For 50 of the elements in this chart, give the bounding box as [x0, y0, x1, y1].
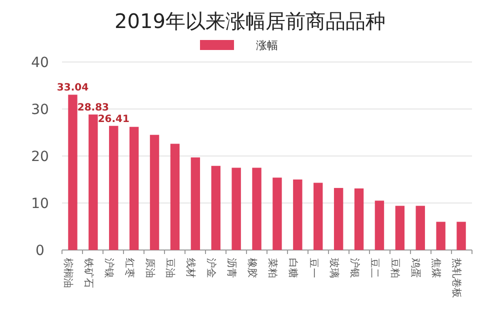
bar	[293, 180, 302, 250]
x-tick-label: 鸡蛋	[410, 257, 422, 278]
bar	[211, 166, 220, 250]
bar	[374, 200, 384, 250]
y-tick-label: 20	[31, 149, 49, 165]
bar	[232, 168, 241, 250]
data-label: 26.41	[98, 114, 130, 125]
bar	[252, 168, 262, 250]
y-tick-label: 10	[31, 196, 49, 212]
x-tick-label: 沪金	[205, 258, 218, 278]
bar	[150, 134, 160, 250]
bar	[170, 144, 180, 250]
x-tick-label: 原油	[144, 258, 156, 278]
x-tick-label: 铁矿石	[82, 257, 94, 288]
x-tick-label: 焦煤	[430, 258, 442, 278]
bar	[68, 94, 78, 250]
y-tick-label: 30	[31, 102, 49, 118]
x-tick-label: 白糖	[286, 258, 299, 278]
x-tick-label: 沪银	[348, 258, 360, 278]
legend-label: 涨幅	[256, 39, 278, 52]
y-tick-label: 0	[36, 243, 44, 259]
x-tick-label: 棕榈油	[62, 258, 74, 288]
chart-title: 2019年以来涨幅居前商品品种	[114, 9, 386, 33]
x-tick-label: 线材	[184, 258, 197, 278]
x-tick-label: 豆粕	[389, 258, 400, 278]
y-tick-label: 40	[31, 55, 49, 71]
x-tick-label: 豆一	[307, 258, 318, 278]
bar	[314, 182, 323, 250]
x-tick-label: 红枣	[123, 258, 136, 278]
bar	[334, 188, 344, 250]
bar	[436, 222, 446, 250]
bar	[416, 206, 425, 250]
bar	[190, 157, 200, 250]
x-tick-label: 沪镍	[102, 258, 115, 278]
x-tick-label: 玻璃	[328, 258, 340, 278]
x-tick-label: 橡胶	[246, 258, 258, 278]
bar	[129, 126, 139, 250]
x-tick-label: 热轧卷板	[450, 258, 463, 298]
bar	[109, 126, 118, 250]
x-tick-label: 沥青	[226, 258, 238, 278]
x-tick-label: 菜粕	[266, 258, 278, 278]
bar	[272, 178, 282, 250]
x-tick-label: 豆油	[164, 258, 176, 278]
data-label: 33.04	[56, 82, 89, 94]
bar	[456, 222, 466, 250]
data-label: 28.83	[77, 102, 110, 114]
bar	[354, 188, 364, 250]
bar	[395, 206, 405, 250]
x-tick-label: 豆二	[368, 258, 380, 278]
bar	[88, 114, 98, 250]
